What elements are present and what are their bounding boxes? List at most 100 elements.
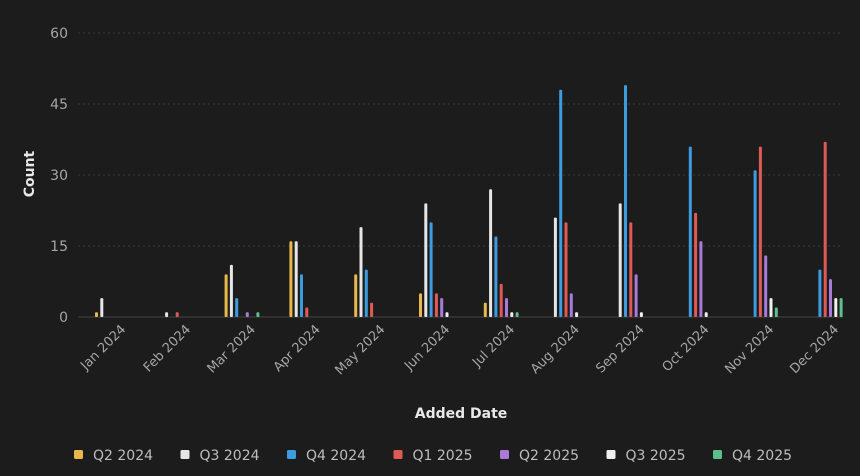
bar [688,146,692,317]
bar [624,85,627,317]
bar [818,269,822,317]
y-axis-label: Count [22,150,38,197]
legend-item: Q1 2025 [393,448,473,464]
bar [440,298,444,317]
legend-item: Q4 2025 [713,448,792,464]
bar [359,227,363,317]
x-tick-label: Mar 2024 [205,322,259,376]
bar [823,141,827,317]
x-tick-label: Jan 2024 [77,322,129,374]
legend-item: Q4 2024 [287,448,366,464]
bar [445,312,449,317]
x-tick-label: Sep 2024 [593,322,647,376]
bar [829,279,832,317]
bar [434,293,438,317]
bar [618,203,622,317]
legend-swatch [713,450,722,459]
bar [559,89,563,317]
bar [764,255,768,317]
legend-swatch [74,450,83,459]
bar [224,274,228,317]
x-tick-label: Jul 2024 [469,322,518,371]
x-tick-label: Aug 2024 [528,322,583,377]
bar [758,146,762,317]
bar [505,298,508,317]
legend: Q2 2024 Q3 2024 Q4 2024 Q1 2025 Q2 2025 Q3 20… [74,448,792,464]
y-tick-label: 15 [50,239,68,255]
bar [300,274,303,317]
bar [364,269,368,317]
bar [429,222,433,317]
bar [419,293,422,317]
bar [289,241,293,317]
y-tick-label: 45 [50,97,68,113]
x-tick-label: May 2024 [333,322,389,378]
bar [489,189,493,317]
bar [575,312,579,317]
bar [769,298,773,317]
legend-item: Q2 2024 [74,448,153,464]
legend-label: Q2 2024 [93,448,153,464]
legend-label: Q4 2025 [732,448,792,464]
legend-label: Q3 2025 [626,448,686,464]
x-tick-label: Jun 2024 [401,322,453,374]
legend-label: Q2 2025 [519,448,579,464]
bar [499,283,503,317]
bar [370,302,374,317]
legend-label: Q4 2024 [306,448,366,464]
bar [753,170,757,317]
bar [354,274,358,317]
bar [694,212,698,317]
y-tick-label: 60 [50,26,68,42]
y-axis-ticks: 0 15 30 45 60 [50,26,68,326]
legend-swatch [180,450,190,459]
bar [553,217,557,317]
bar [564,222,568,317]
bar [634,274,638,317]
legend-label: Q3 2024 [200,448,260,464]
bar [483,302,487,317]
bar [256,312,260,317]
bar [175,312,179,317]
x-tick-label: Feb 2024 [141,322,194,375]
x-tick-label: Nov 2024 [722,322,777,377]
y-tick-label: 0 [59,310,68,326]
bar [165,312,169,317]
gridlines [78,32,843,247]
x-axis-ticks: Jan 2024 Feb 2024 Mar 2024 Apr 2024 May 2024… [77,322,842,378]
bar [305,307,309,317]
bar [704,312,708,317]
legend-item: Q3 2025 [606,448,686,464]
bar [229,264,233,317]
x-axis-label: Added Date [415,406,508,422]
bar [235,298,239,317]
bar [494,236,498,317]
bar [245,312,249,317]
bar [510,312,514,317]
bar [515,312,519,317]
bar [424,203,428,317]
y-tick-label: 30 [50,168,68,184]
x-tick-label: Oct 2024 [660,322,713,375]
x-tick-label: Apr 2024 [271,322,324,375]
legend-item: Q3 2024 [180,448,260,464]
bar [629,222,633,317]
legend-swatch [500,450,509,459]
bar [569,293,573,317]
bar [699,241,703,317]
bars [95,85,843,317]
legend-swatch [606,450,616,459]
bar [774,307,778,317]
bar [639,312,643,317]
bar [294,241,298,317]
bar [100,298,104,317]
legend-swatch [287,450,296,459]
bar [95,312,98,317]
legend-label: Q1 2025 [413,448,473,464]
x-tick-label: Dec 2024 [787,322,842,377]
legend-swatch [393,450,403,459]
legend-item: Q2 2025 [500,448,579,464]
bar [834,298,838,317]
bar [839,298,843,317]
